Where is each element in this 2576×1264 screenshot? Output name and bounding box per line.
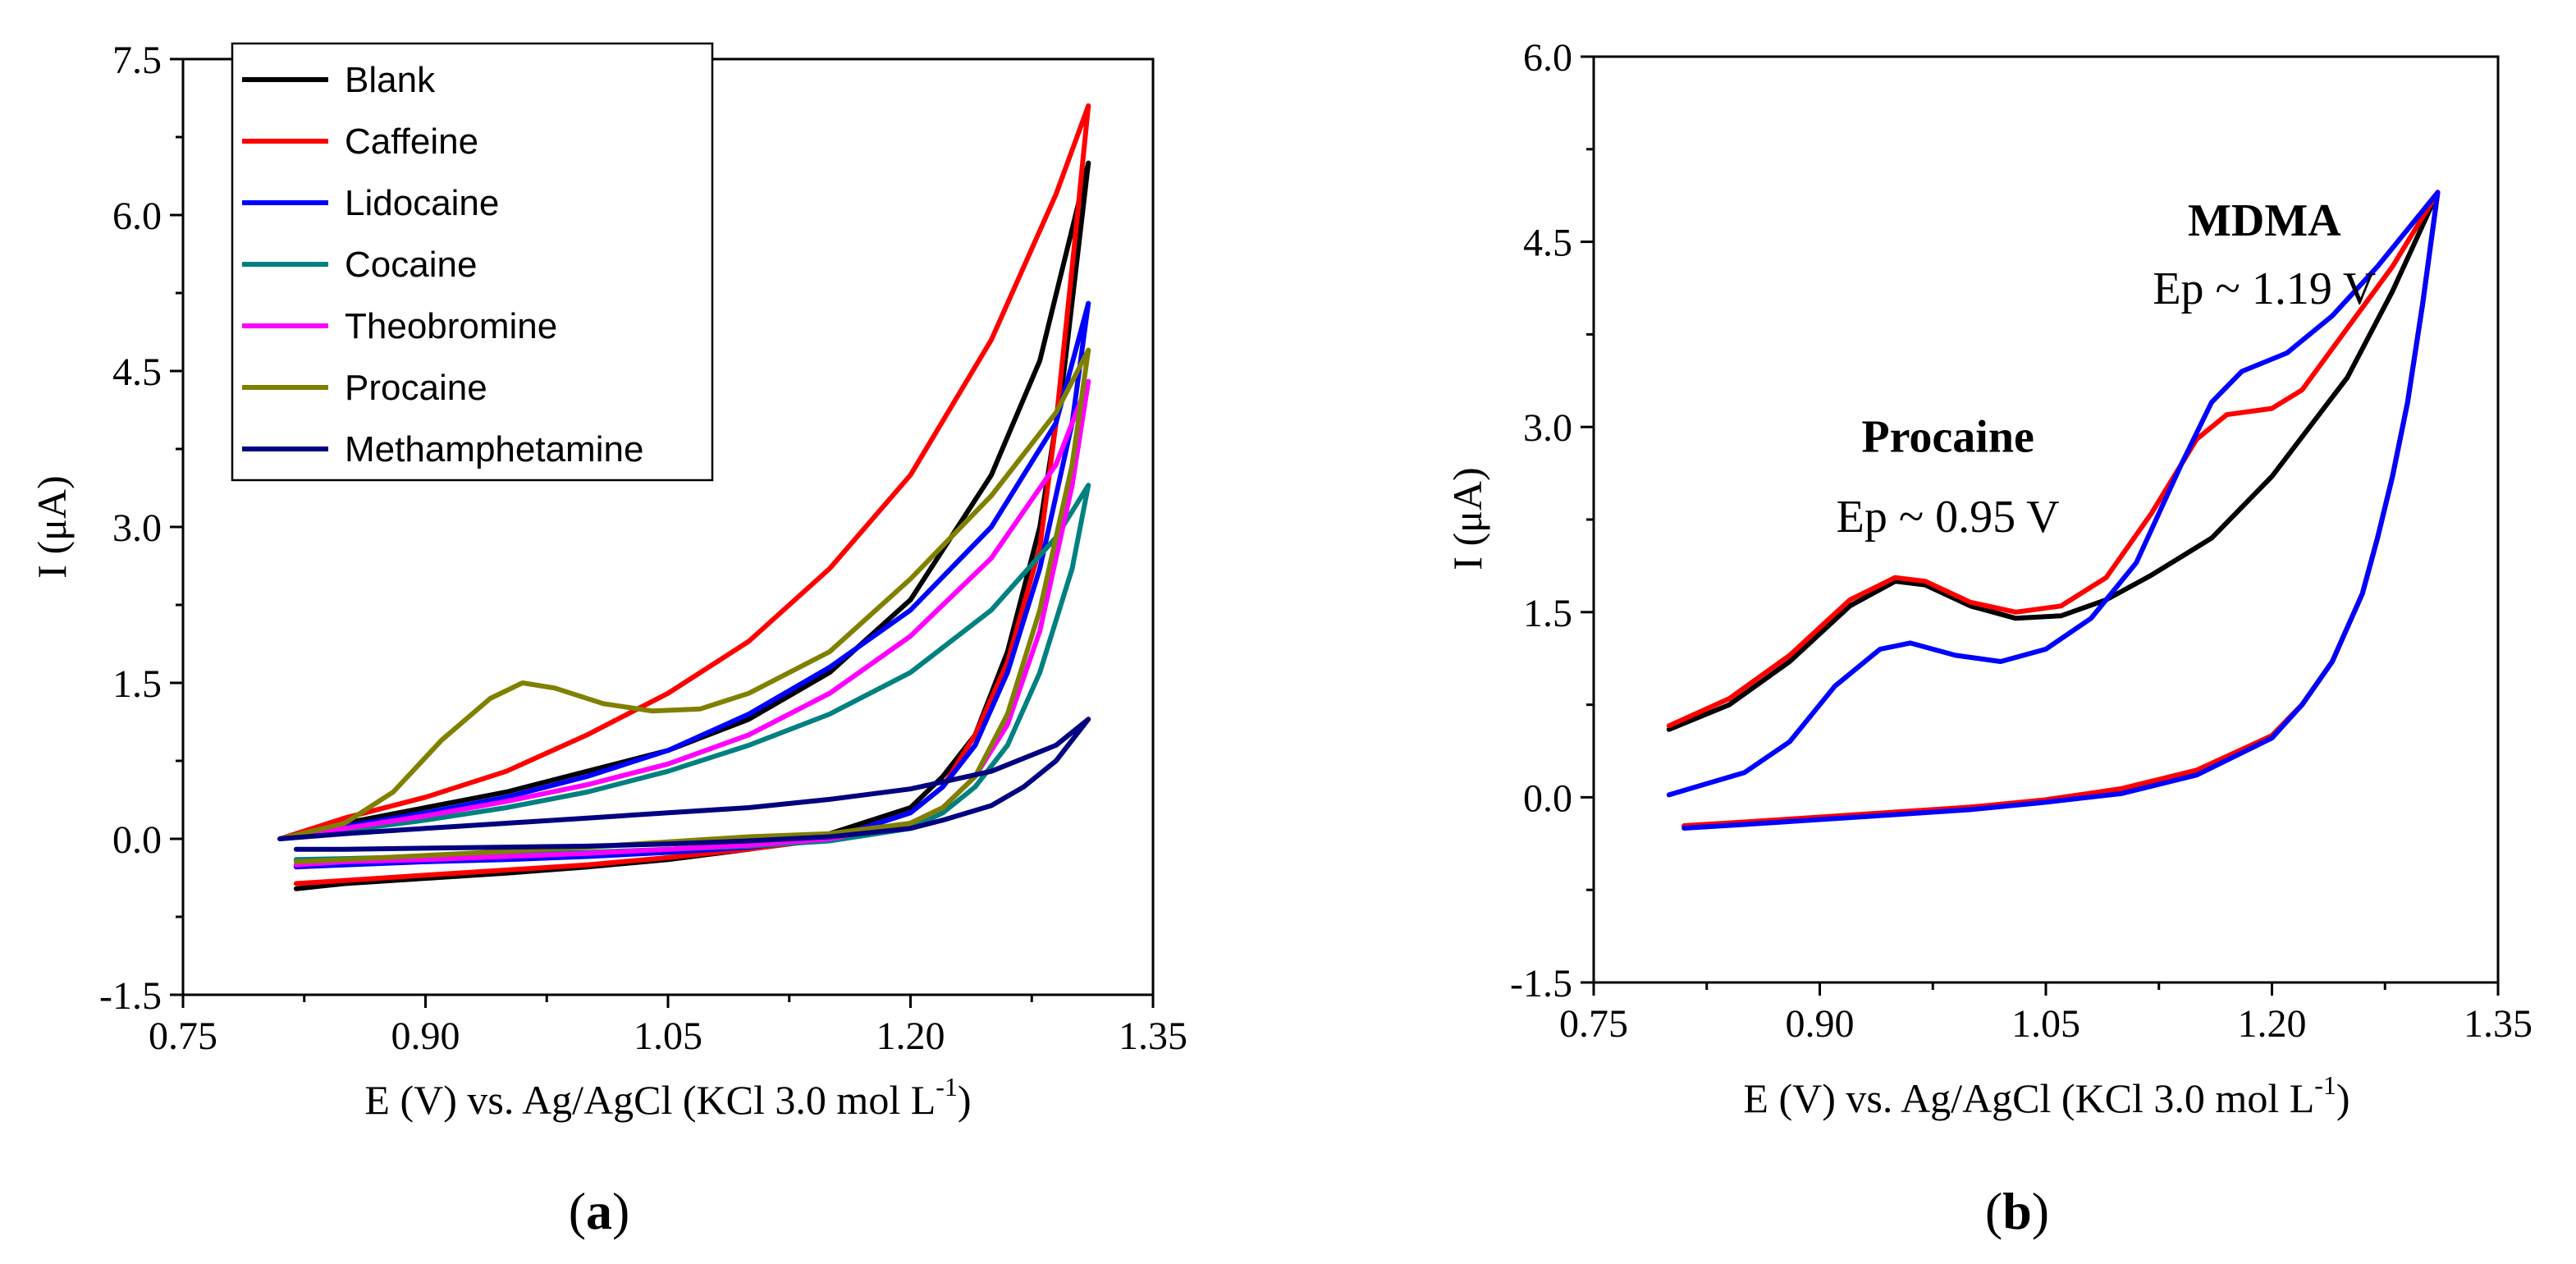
panel-b-y-tick-label: 6.0 (1523, 36, 1572, 80)
annotation-ep-1-19-v: Ep ~ 1.19 V (2153, 263, 2376, 314)
annotation-mdma: MDMA (2188, 195, 2341, 246)
panel-a-series-methamphetamine-reverse (293, 717, 1091, 852)
panel-a-series-lidocaine-forward (277, 300, 1091, 841)
panel-a-y-tick-label: -1.5 (99, 974, 162, 1018)
panel-a-x-tick-label: 1.35 (1119, 1014, 1187, 1058)
legend-label-theobromine: Theobromine (345, 306, 557, 346)
panel-a-series-procaine-reverse (293, 347, 1091, 864)
panel-b-x-tick-label: 1.05 (2011, 1002, 2080, 1046)
panel-b-y-tick-label: 3.0 (1523, 406, 1572, 450)
panel-a-y-tick-label: 6.0 (112, 195, 162, 238)
panel-a-legend: Blank Caffeine Lidocaine Cocaine Theobro… (231, 42, 714, 482)
panel-b: 0.75 0.90 1.05 1.20 1.35-1.50.01.53.04.56.0 … (1444, 36, 2533, 1240)
panel-a-y-tick-label: 4.5 (112, 350, 162, 394)
panel-b-x-tick-label: 0.75 (1559, 1002, 1628, 1046)
legend-label-caffeine: Caffeine (345, 121, 478, 162)
panel-b-series-blue-reverse (1681, 190, 2441, 831)
legend-label-methamphetamine: Methamphetamine (345, 429, 643, 469)
panel-a-x-tick-label: 0.75 (149, 1014, 217, 1058)
panel-a-x-tick-label: 1.20 (876, 1014, 945, 1058)
panel-a-series-cocaine-reverse (293, 483, 1091, 863)
panel-a-x-tick-label: 0.90 (391, 1014, 460, 1058)
panel-b-series-black-forward (1666, 190, 2441, 732)
panel-b-y-tick-label: 4.5 (1523, 222, 1572, 265)
panel-a-y-tick-label: 0.0 (112, 818, 162, 862)
legend-label-cocaine: Cocaine (345, 245, 477, 285)
panel-a-series-methamphetamine-forward (277, 717, 1091, 841)
panel-b-series-group (1666, 190, 2441, 831)
panel-a-y-tick-label: 1.5 (112, 662, 162, 706)
panel-b-x-tick-label: 1.35 (2464, 1002, 2533, 1046)
panel-a-series-group (277, 103, 1091, 891)
panel-b-y-axis-label: I (μA) (1444, 467, 1490, 570)
panel-b-y-tick-label: 1.5 (1523, 592, 1572, 635)
panel-b-series-red-forward (1666, 190, 2441, 729)
panel-a-series-procaine-forward (277, 347, 1091, 841)
panel-a-y-axis-label: I (μA) (29, 475, 75, 578)
legend-label-lidocaine: Lidocaine (345, 183, 499, 223)
panel-a-label: (a) (569, 1182, 630, 1240)
legend-label-procaine: Procaine (345, 368, 487, 408)
panel-a: 0.75 0.90 1.05 1.20 1.35 -1.5 0.0 1.5 3.0 4.5 6.0 7… (29, 39, 1187, 1240)
panel-a-y-tick-label: 3.0 (112, 506, 162, 550)
panel-a-series-cocaine-forward (277, 483, 1091, 841)
panel-a-x-tick-label: 1.05 (634, 1014, 702, 1058)
panel-b-label: (b) (1985, 1182, 2049, 1240)
panel-a-ticks: 0.75 0.90 1.05 1.20 1.35 -1.5 0.0 1.5 3.0 4.5 6.0 7… (99, 39, 1187, 1058)
panel-a-series-theobromine-forward (277, 378, 1091, 841)
panel-a-series-caffeine-forward (277, 103, 1091, 841)
annotation-procaine: Procaine (1861, 411, 2034, 462)
panel-b-annotations: MDMA Ep ~ 1.19 V Procaine Ep ~ 0.95 V (1837, 195, 2377, 543)
panel-a-y-tick-label: 7.5 (112, 39, 162, 82)
panel-b-x-tick-label: 1.20 (2238, 1002, 2307, 1046)
annotation-ep-0-95-v: Ep ~ 0.95 V (1837, 492, 2060, 543)
legend-label-blank: Blank (345, 60, 436, 100)
panel-b-y-tick-label: 0.0 (1523, 776, 1572, 820)
panel-b-x-tick-label: 0.90 (1786, 1002, 1855, 1046)
panel-b-y-tick-label: -1.5 (1510, 962, 1572, 1005)
panel-a-x-axis-label: E (V) vs. Ag/AgCl (KCl 3.0 mol L-1) (364, 1072, 971, 1123)
panel-b-ticks: 0.75 0.90 1.05 1.20 1.35 -1.5 0.0 1.5 3.0 4.5 6.0 (1510, 36, 2533, 1046)
panel-b-series-blue-forward (1666, 190, 2441, 798)
panel-b-x-axis-label: E (V) vs. Ag/AgCl (KCl 3.0 mol L-1) (1743, 1070, 2350, 1121)
